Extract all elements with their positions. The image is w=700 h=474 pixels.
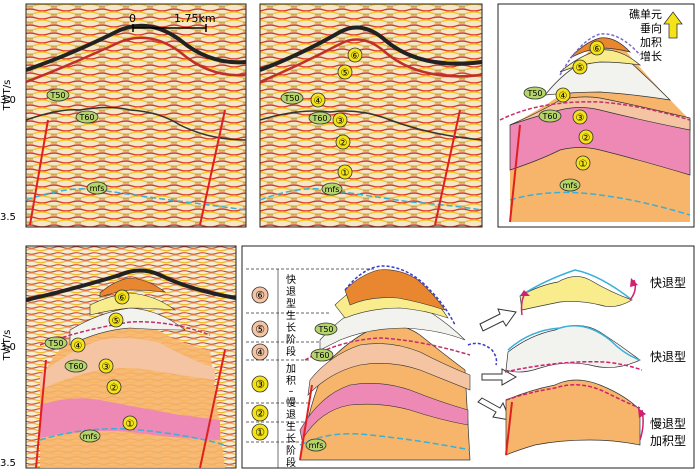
- svg-text:②: ②: [255, 407, 265, 420]
- svg-text:①: ①: [579, 159, 588, 170]
- svg-text:⑥: ⑥: [255, 289, 265, 302]
- svg-text:长: 长: [286, 322, 296, 334]
- tick-3-5: 3.5: [0, 212, 16, 223]
- panel-e: ⑥ ⑤ ④ ③ ② ① 快 退 型 生 长 阶 段 加 积 – 慢 退: [241, 245, 695, 469]
- svg-text:mfs: mfs: [563, 181, 578, 190]
- svg-text:长: 长: [286, 433, 296, 445]
- svg-text:T60: T60: [313, 351, 329, 360]
- type-label-fast-2: 快退型: [650, 350, 686, 364]
- t60-label: T60: [78, 113, 94, 122]
- svg-text:T60: T60: [311, 114, 327, 123]
- profile-slow: [505, 379, 646, 456]
- svg-text:T60: T60: [67, 362, 83, 371]
- svg-text:阶: 阶: [286, 333, 296, 346]
- svg-text:退: 退: [286, 286, 296, 298]
- svg-text:mfs: mfs: [83, 432, 98, 441]
- panel-d: T50 T60 mfs ⑥ ⑤ ④ ③ ② ① TWT/s 3.0 3.5: [0, 245, 237, 469]
- svg-text:慢: 慢: [286, 397, 296, 409]
- svg-text:阶: 阶: [286, 444, 296, 457]
- svg-text:⑤: ⑤: [255, 323, 265, 336]
- stage-label-fast: 快 退 型 生 长 阶 段: [286, 274, 296, 358]
- profile-fast-2: [504, 325, 643, 373]
- svg-text:⑤: ⑤: [341, 68, 350, 79]
- svg-text:3.5: 3.5: [0, 458, 16, 469]
- svg-text:⑥: ⑥: [351, 51, 360, 62]
- svg-text:⑤: ⑤: [112, 316, 121, 327]
- svg-text:生: 生: [286, 309, 296, 322]
- up-arrow-icon: [663, 11, 683, 39]
- svg-text:3.0: 3.0: [0, 342, 16, 353]
- svg-text:T50: T50: [47, 339, 63, 348]
- type-label-slow: 慢退型: [650, 417, 686, 431]
- svg-text:积: 积: [286, 375, 296, 387]
- svg-text:②: ②: [582, 133, 591, 144]
- svg-text:①: ①: [255, 426, 265, 439]
- scale-bar-end: 1.75km: [174, 12, 216, 25]
- svg-text:段: 段: [286, 456, 296, 469]
- svg-text:型: 型: [286, 297, 296, 310]
- tick-3-0: 3.0: [0, 95, 16, 106]
- svg-text:快: 快: [286, 274, 296, 286]
- svg-text:③: ③: [255, 378, 265, 391]
- svg-text:TWT/s: TWT/s: [2, 330, 13, 362]
- growth-label-1: 垂向: [640, 21, 662, 35]
- svg-text:–: –: [289, 386, 294, 397]
- type-label-aggradation: 加积型: [650, 434, 686, 448]
- unit-badges-b: ⑥ ⑤ ④ ③ ② ①: [310, 47, 363, 180]
- svg-text:④: ④: [255, 346, 265, 359]
- svg-text:加: 加: [286, 363, 296, 375]
- svg-text:①: ①: [126, 419, 135, 430]
- growth-label-3: 增长: [640, 49, 662, 63]
- svg-text:mfs: mfs: [325, 185, 340, 194]
- growth-label-0: 礁单元: [629, 7, 662, 21]
- svg-text:T60: T60: [541, 112, 557, 121]
- t50-label: T50: [49, 91, 65, 100]
- svg-text:退: 退: [286, 409, 296, 421]
- arrow-icons: [477, 308, 518, 421]
- mfs-label: mfs: [90, 184, 105, 193]
- svg-text:段: 段: [286, 345, 296, 358]
- svg-text:mfs: mfs: [309, 441, 324, 450]
- panel-b: T50 T60 mfs ⑥ ⑤ ④ ③ ② ①: [259, 3, 483, 228]
- type-label-fast-1: 快退型: [650, 276, 686, 290]
- svg-text:⑥: ⑥: [118, 293, 127, 304]
- twt-axis-label: TWT/s: [2, 80, 13, 112]
- unit-badges-c: ⑥ ⑤ ④ ③ ② ①: [555, 40, 605, 171]
- unit-badges-d: ⑥ ⑤ ④ ③ ② ①: [70, 289, 138, 431]
- reef-schematic: T50 T60 mfs: [299, 265, 498, 461]
- svg-text:③: ③: [336, 116, 345, 127]
- profile-fast-1: [519, 269, 638, 316]
- svg-text:②: ②: [339, 138, 348, 149]
- svg-text:④: ④: [559, 91, 568, 102]
- panel-c: T50 T60 mfs ⑥ ⑤ ④ ③ ② ① 礁单元 垂向 加积 增长: [497, 3, 695, 228]
- svg-text:②: ②: [110, 383, 119, 394]
- svg-text:⑤: ⑤: [576, 63, 585, 74]
- svg-text:T50: T50: [283, 94, 299, 103]
- t50-badge: [46, 88, 70, 102]
- svg-text:③: ③: [102, 362, 111, 373]
- panel-a: 0 1.75km T50 T60 mfs TWT/s 3.0 3.5: [0, 3, 247, 228]
- svg-text:①: ①: [341, 168, 350, 179]
- stage-label-slow: 加 积 – 慢 退 生 长 阶 段: [286, 363, 296, 469]
- scale-bar-start: 0: [129, 12, 136, 25]
- svg-text:⑥: ⑥: [593, 44, 602, 55]
- stage-unit-badges: ⑥ ⑤ ④ ③ ② ①: [251, 286, 269, 441]
- svg-text:T50: T50: [526, 89, 542, 98]
- svg-text:T50: T50: [317, 325, 333, 334]
- svg-text:③: ③: [576, 113, 585, 124]
- svg-text:生: 生: [286, 420, 296, 433]
- growth-label-2: 加积: [640, 36, 662, 49]
- svg-text:④: ④: [314, 96, 323, 107]
- svg-text:④: ④: [74, 341, 83, 352]
